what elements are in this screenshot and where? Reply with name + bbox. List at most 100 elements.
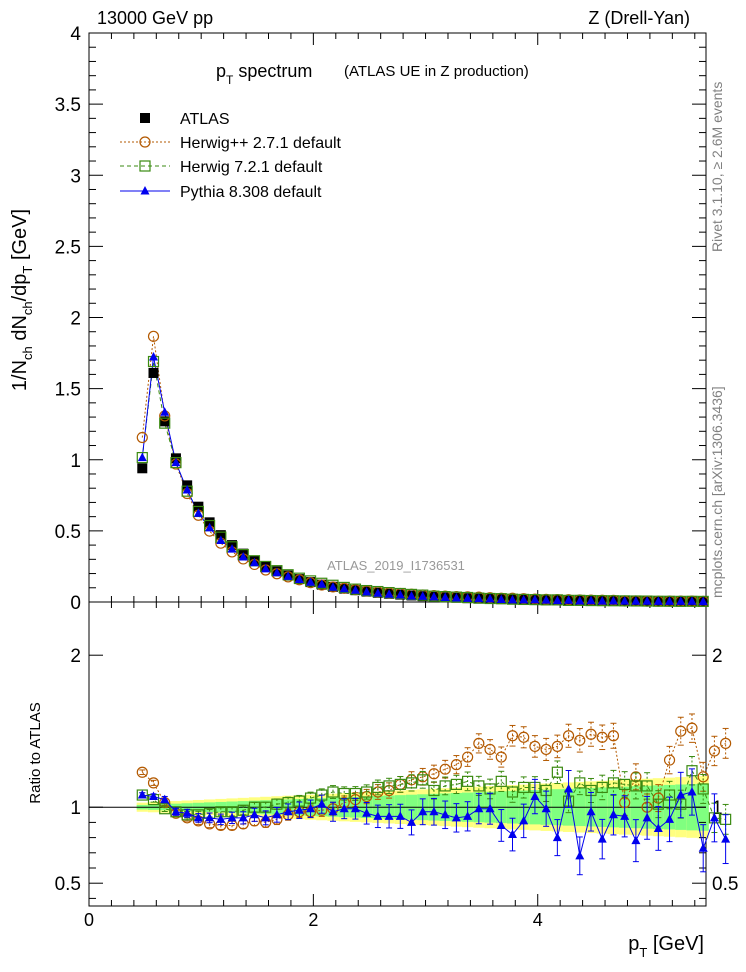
main-point-herwig bbox=[686, 595, 698, 607]
main-point-pythia bbox=[362, 587, 372, 596]
ratio-point-herwig bbox=[394, 778, 406, 791]
ratio-point-herwigpp bbox=[663, 754, 676, 766]
ratio-point-herwigpp bbox=[450, 759, 462, 771]
ratio-series-group bbox=[136, 713, 732, 876]
chart-title-main: p bbox=[216, 61, 226, 81]
analysis-label: ATLAS_2019_I1736531 bbox=[327, 558, 465, 573]
main-point-pythia bbox=[407, 591, 417, 600]
ratio-point-herwigpp bbox=[428, 768, 440, 780]
ratio-point-herwigpp bbox=[540, 743, 552, 756]
y-tick-label-main: 2 bbox=[70, 309, 81, 330]
x-tick-label: 2 bbox=[308, 910, 318, 930]
ratio-point-pythia bbox=[216, 814, 226, 823]
ratio-point-herwig bbox=[506, 786, 519, 798]
main-point-herwig bbox=[518, 593, 530, 606]
ratio-point-herwigpp bbox=[697, 771, 709, 783]
ratio-point-herwigpp bbox=[473, 737, 485, 749]
ratio-point-pythia bbox=[519, 815, 529, 825]
ratio-point-pythia bbox=[485, 803, 495, 813]
legend-marker bbox=[140, 186, 150, 195]
x-tick-label: 4 bbox=[533, 910, 543, 930]
ratio-point-pythia bbox=[698, 843, 708, 852]
ratio-point-herwigpp bbox=[585, 728, 597, 740]
ratio-point-herwig bbox=[641, 780, 653, 792]
main-point-pythia bbox=[283, 571, 293, 580]
legend-marker bbox=[140, 113, 150, 123]
ratio-point-pythia bbox=[362, 808, 372, 817]
ratio-point-pythia bbox=[272, 809, 282, 819]
main-point-herwig bbox=[663, 595, 676, 607]
ratio-point-herwigpp bbox=[574, 734, 586, 746]
ratio-point-herwig bbox=[405, 777, 418, 789]
chart-title-sub: T bbox=[226, 73, 234, 87]
ratio-point-pythia bbox=[564, 783, 574, 793]
ratio-point-pythia bbox=[507, 829, 517, 839]
y-tick-label-main: 3 bbox=[70, 166, 81, 187]
y-tick-label-ratio-right: 1 bbox=[712, 798, 723, 819]
chart-title-paren: (ATLAS UE in Z production) bbox=[344, 63, 529, 80]
main-point-pythia bbox=[552, 595, 562, 605]
main-point-herwig bbox=[495, 593, 507, 605]
main-point-herwig bbox=[529, 594, 541, 606]
ratio-point-pythia bbox=[687, 787, 697, 796]
ratio-point-herwig bbox=[462, 775, 474, 787]
ratio-point-pythia bbox=[205, 812, 215, 822]
ratio-point-pythia bbox=[709, 812, 719, 822]
main-point-herwig bbox=[316, 577, 328, 589]
rivet-label: Rivet 3.1.10, ≥ 2.6M events bbox=[709, 82, 725, 252]
legend: ATLAS Herwig++ 2.7.1 default Herwig 7.2.1 … bbox=[120, 111, 342, 201]
ratio-point-pythia bbox=[306, 803, 316, 813]
ratio-point-herwig bbox=[361, 786, 373, 798]
main-series-group bbox=[136, 330, 709, 608]
main-point-pythia bbox=[384, 589, 394, 598]
main-point-pythia bbox=[137, 452, 147, 462]
main-point-pythia bbox=[642, 596, 652, 605]
y-tick-label-ratio-right: 0.5 bbox=[712, 874, 738, 895]
legend-label: Herwig 7.2.1 default bbox=[180, 159, 323, 176]
main-point-herwig bbox=[697, 595, 709, 608]
main-point-pythia bbox=[193, 508, 203, 517]
ratio-point-herwig bbox=[697, 783, 709, 795]
ratio-point-herwigpp bbox=[596, 731, 608, 743]
main-point-pythia bbox=[395, 590, 405, 599]
ratio-line-herwig bbox=[142, 769, 726, 820]
ratio-y-axis-label: Ratio to ATLAS bbox=[27, 702, 44, 803]
ratio-point-herwig bbox=[159, 803, 171, 815]
ratio-point-pythia bbox=[552, 832, 562, 842]
ratio-plot-frame bbox=[88, 601, 707, 907]
y-tick-label-ratio: 0.5 bbox=[55, 874, 81, 895]
ratio-point-herwigpp bbox=[518, 731, 530, 743]
main-point-pythia bbox=[687, 596, 697, 605]
main-point-pythia bbox=[597, 596, 607, 605]
main-point-herwig bbox=[338, 581, 350, 594]
main-point-pythia bbox=[429, 591, 439, 601]
ratio-point-pythia bbox=[407, 817, 417, 826]
ratio-point-herwigpp bbox=[147, 777, 160, 789]
main-point-pythia bbox=[698, 596, 708, 606]
legend-label: ATLAS bbox=[180, 111, 230, 128]
main-point-pythia bbox=[350, 585, 360, 594]
ratio-point-herwigpp bbox=[708, 745, 721, 757]
ratio-point-herwigpp bbox=[506, 730, 519, 742]
ratio-point-pythia bbox=[418, 806, 428, 816]
ratio-point-pythia bbox=[182, 808, 192, 817]
ratio-point-herwigpp bbox=[562, 730, 575, 742]
ratio-point-pythia bbox=[160, 794, 170, 804]
main-point-pythia bbox=[653, 596, 663, 605]
main-point-pythia bbox=[160, 407, 170, 416]
ratio-point-pythia bbox=[474, 803, 484, 813]
chart-title: pT spectrum bbox=[216, 61, 312, 87]
main-point-pythia bbox=[485, 593, 495, 603]
main-point-herwig bbox=[641, 595, 653, 607]
main-point-herwig bbox=[585, 594, 597, 607]
ratio-point-herwigpp bbox=[551, 740, 563, 753]
ratio-point-pythia bbox=[575, 850, 585, 860]
ratio-point-pythia bbox=[238, 812, 248, 822]
ratio-point-pythia bbox=[350, 803, 360, 813]
atlas-point bbox=[215, 530, 226, 541]
ratio-point-pythia bbox=[620, 811, 630, 820]
atlas-point bbox=[204, 517, 215, 528]
main-point-pythia bbox=[665, 596, 675, 605]
ratio-point-pythia bbox=[339, 803, 349, 813]
